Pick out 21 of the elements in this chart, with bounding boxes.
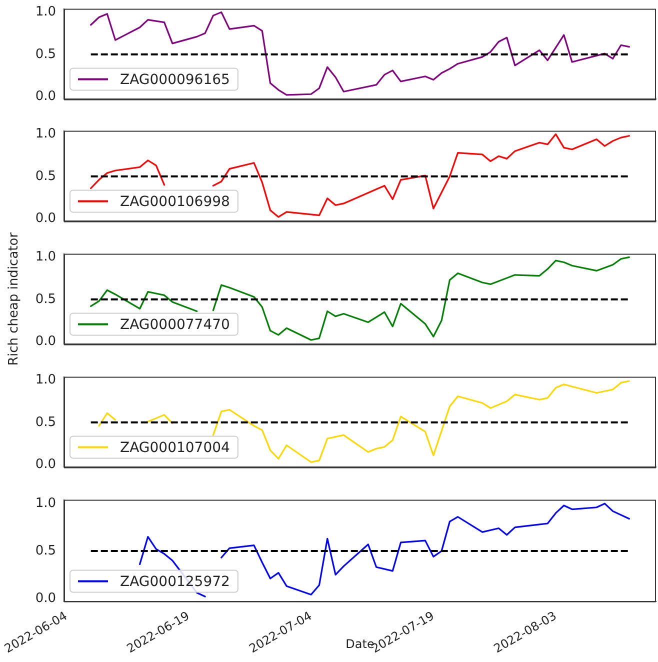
y-tick-label: 0.0 (35, 211, 56, 226)
y-tick-label: 0.5 (35, 414, 56, 430)
legend-label: ZAG000077470 (120, 316, 230, 333)
legend-label: ZAG000125972 (120, 574, 230, 590)
y-tick-label: 1.0 (35, 372, 56, 388)
y-tick-label: 1.0 (35, 496, 56, 511)
y-tick-label: 0.0 (35, 590, 56, 606)
y-tick-label: 0.0 (35, 334, 56, 350)
y-tick-label: 1.0 (35, 250, 56, 265)
legend-label: ZAG000096165 (120, 72, 230, 88)
y-tick-label: 1.0 (35, 4, 56, 20)
y-tick-label: 0.5 (35, 168, 56, 184)
legend-label: ZAG000107004 (120, 440, 230, 456)
y-tick-label: 0.0 (35, 89, 56, 104)
y-tick-label: 0.5 (35, 46, 56, 62)
y-tick-label: 1.0 (35, 126, 56, 142)
y-tick-label: 0.5 (35, 292, 56, 307)
y-tick-label: 0.5 (35, 543, 56, 558)
legend-label: ZAG000106998 (120, 194, 230, 210)
y-tick-label: 0.0 (35, 457, 56, 472)
y-axis-title: Rich cheap indicator (6, 232, 22, 366)
